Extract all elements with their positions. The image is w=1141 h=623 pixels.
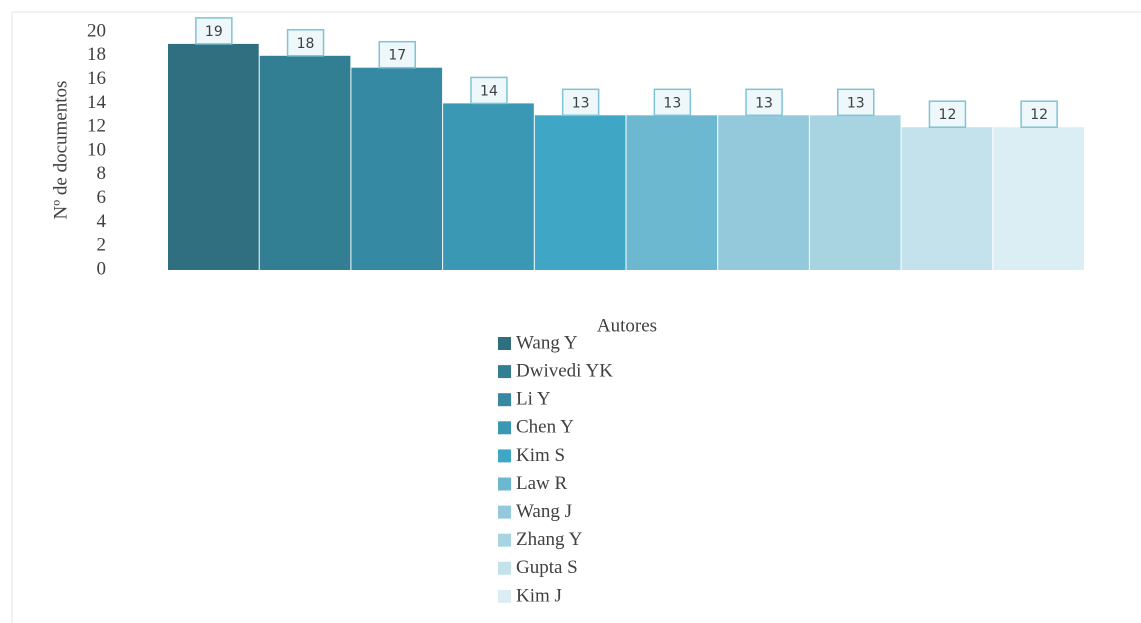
- legend-label: Li Y: [516, 389, 551, 410]
- legend-swatch: [498, 533, 511, 547]
- y-tick-label: 14: [87, 92, 107, 113]
- legend-swatch: [498, 393, 511, 407]
- data-label-box: [561, 88, 600, 117]
- y-axis-label: Nº de documentos: [50, 81, 71, 220]
- bar: [443, 103, 534, 271]
- legend-swatch: [498, 449, 511, 463]
- bar: [901, 127, 993, 270]
- data-label: 13: [847, 95, 865, 111]
- legend-swatch: [498, 337, 511, 350]
- legend-label: Zhang Y: [516, 529, 583, 550]
- y-tick-label: 12: [87, 116, 106, 137]
- data-label-box: [195, 17, 233, 45]
- y-tick-label: 18: [87, 44, 106, 65]
- bar: [259, 55, 351, 270]
- data-label: 17: [388, 48, 406, 64]
- bar: [534, 115, 626, 270]
- data-label: 12: [1030, 107, 1048, 123]
- y-tick-label: 4: [97, 211, 107, 232]
- legend-label: Wang J: [516, 501, 572, 522]
- data-label: 18: [297, 36, 315, 52]
- legend-label: Kim J: [516, 585, 562, 606]
- legend-swatch: [498, 365, 511, 379]
- y-tick-label: 10: [87, 139, 106, 160]
- legend-label: Kim S: [516, 445, 565, 466]
- data-label-box: [745, 88, 783, 117]
- bar: [351, 67, 443, 270]
- bar: [993, 127, 1084, 270]
- legend-swatch: [498, 505, 511, 519]
- legend-swatch: [498, 421, 511, 435]
- legend-label: Gupta S: [516, 557, 578, 578]
- data-label: 13: [755, 95, 773, 111]
- data-label-box: [653, 88, 692, 117]
- data-label-box: [928, 100, 967, 128]
- y-tick-label: 8: [97, 163, 107, 184]
- y-tick-label: 0: [97, 258, 107, 279]
- bar: [168, 43, 259, 271]
- bar: [809, 115, 901, 270]
- data-label-box: [470, 76, 508, 105]
- y-tick-label: 6: [97, 187, 107, 208]
- x-axis-label: Autores: [597, 315, 657, 336]
- legend-label: Chen Y: [516, 417, 574, 438]
- data-label-box: [1020, 100, 1058, 128]
- data-label: 13: [663, 95, 681, 111]
- legend-label: Law R: [516, 473, 568, 494]
- legend-swatch: [498, 589, 511, 603]
- data-label: 13: [572, 95, 590, 111]
- legend-swatch: [498, 477, 511, 491]
- data-label-box: [378, 40, 416, 69]
- y-tick-label: 16: [87, 68, 106, 89]
- bar: [718, 115, 809, 270]
- data-label-box: [286, 29, 325, 57]
- data-label: 12: [939, 107, 957, 123]
- data-label: 19: [205, 24, 223, 40]
- bar: [626, 115, 718, 270]
- legend-label: Dwivedi YK: [516, 360, 613, 381]
- data-label-box: [837, 88, 875, 117]
- data-label: 14: [480, 83, 498, 99]
- legend-swatch: [498, 561, 511, 575]
- y-tick-label: 2: [97, 235, 107, 256]
- y-tick-label: 20: [87, 20, 106, 41]
- legend-label: Wang Y: [516, 332, 578, 353]
